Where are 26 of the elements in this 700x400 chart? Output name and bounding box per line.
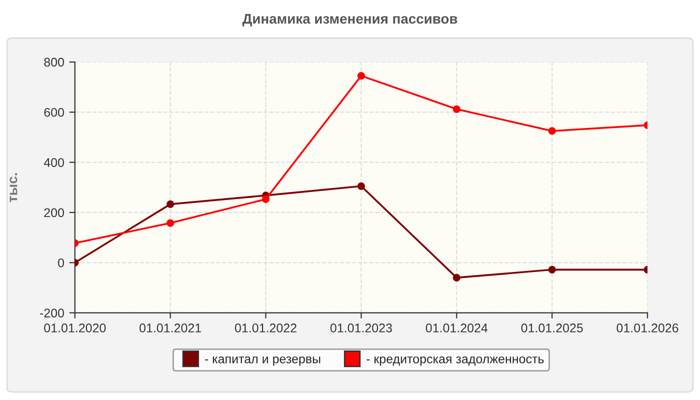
- x-tick-label: 01.01.2020: [44, 324, 106, 332]
- y-tick-label: 800: [44, 58, 64, 67]
- x-tick-label: 01.01.2025: [521, 324, 583, 332]
- point: [357, 72, 366, 80]
- y-axis-title: тыс.: [10, 173, 18, 202]
- point: [166, 200, 174, 208]
- y-tick-label: 600: [44, 108, 64, 117]
- point: [262, 195, 270, 204]
- y-tick-label: 0: [58, 258, 64, 268]
- chart-title: Динамика изменения пассивов: [242, 14, 458, 26]
- point: [166, 219, 174, 227]
- y-tick-label: -200: [40, 308, 64, 318]
- point: [452, 274, 460, 282]
- y-tick-label: 400: [44, 158, 64, 167]
- x-tick-label: 01.01.2023: [330, 324, 392, 332]
- y-tick-label: 200: [44, 208, 64, 218]
- legend-label: - кредиторская задолженность: [366, 356, 544, 366]
- point: [357, 182, 366, 190]
- point: [548, 127, 556, 135]
- point: [548, 266, 556, 274]
- point: [452, 105, 460, 113]
- x-tick-label: 01.01.2021: [140, 324, 202, 332]
- legend-label: - капитал и резервы: [205, 356, 320, 366]
- x-tick-label: 01.01.2026: [616, 324, 678, 332]
- x-tick-label: 01.01.2022: [234, 324, 296, 332]
- x-tick-label: 01.01.2024: [426, 324, 488, 332]
